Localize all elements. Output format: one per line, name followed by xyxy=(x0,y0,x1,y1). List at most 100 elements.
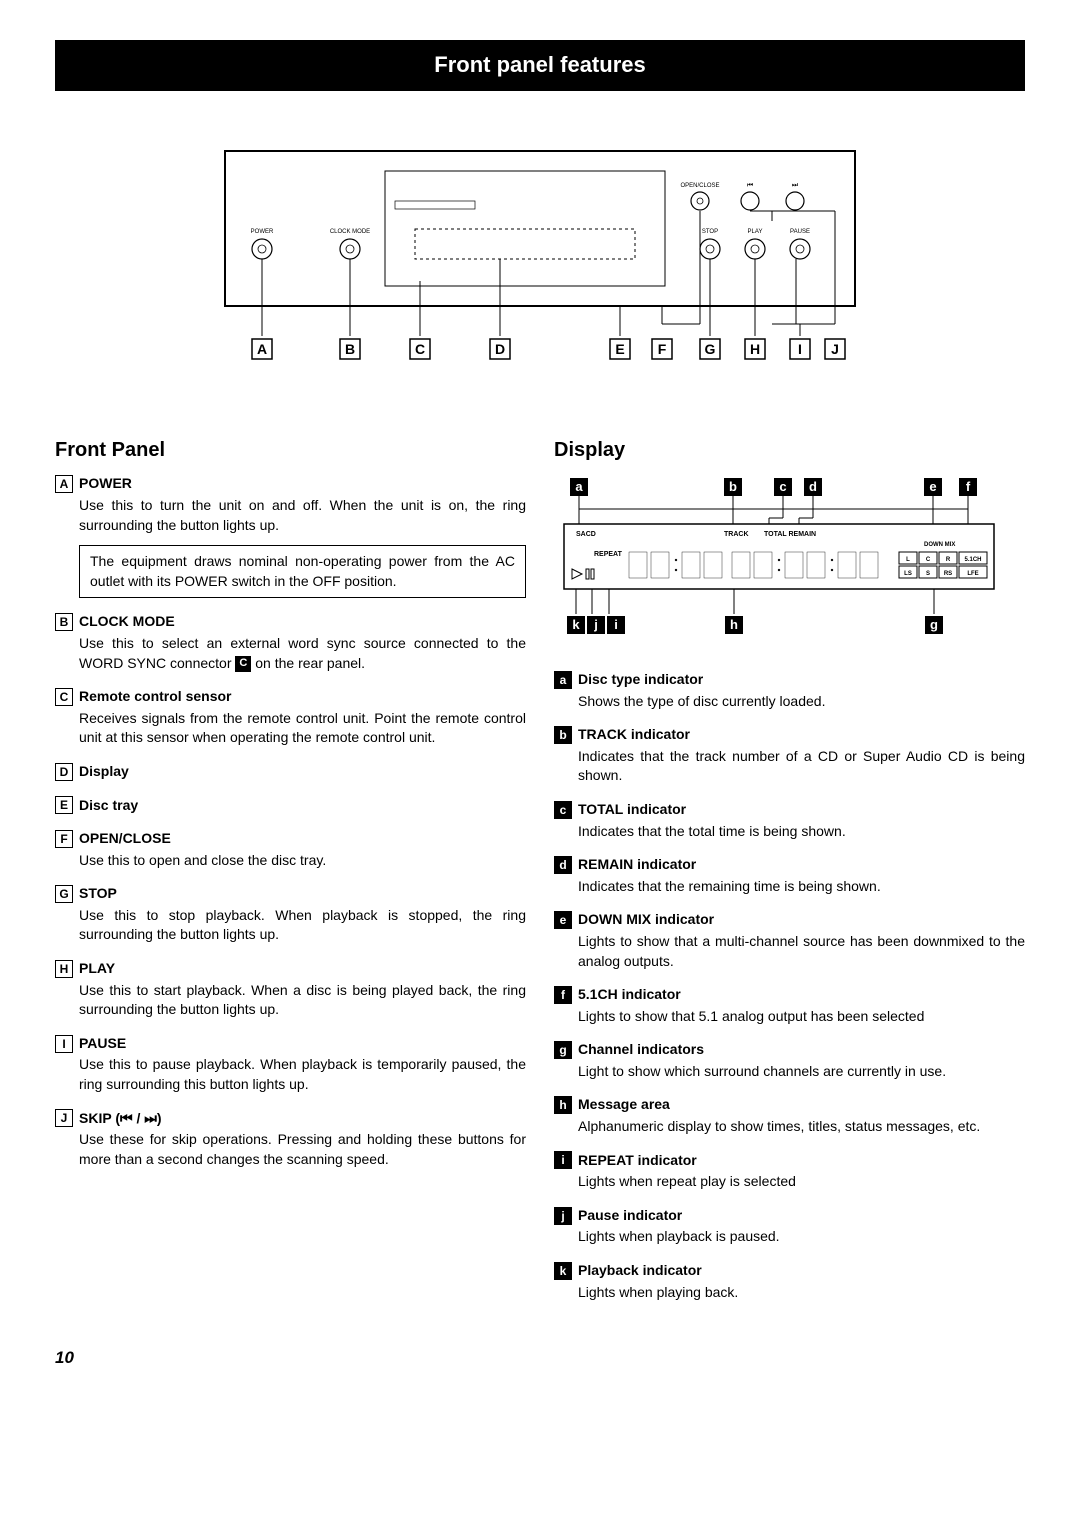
dmarker-a: a xyxy=(554,671,572,689)
svg-text:E: E xyxy=(615,341,624,357)
marker-g: G xyxy=(55,885,73,903)
front-panel-diagram: POWER CLOCK MODE OPEN/CLOSE ⏮ ⏭ STOP PLA… xyxy=(55,141,1025,397)
display-diagram: a b c d e f SACD TRACK xyxy=(554,474,1025,650)
svg-text:STOP: STOP xyxy=(702,229,718,235)
svg-text:RS: RS xyxy=(944,571,952,577)
ddesc-f: Lights to show that 5.1 analog output ha… xyxy=(554,1007,1025,1027)
title-skip: SKIP (⏮ / ⏭) xyxy=(79,1109,162,1129)
dtitle-g: Channel indicators xyxy=(578,1040,704,1060)
marker-e: E xyxy=(55,796,73,814)
ddesc-b: Indicates that the track number of a CD … xyxy=(554,747,1025,786)
marker-h: H xyxy=(55,960,73,978)
disp-item-e: eDOWN MIX indicator Lights to show that … xyxy=(554,910,1025,971)
svg-text:⏮: ⏮ xyxy=(747,182,753,189)
ddesc-g: Light to show which surround channels ar… xyxy=(554,1062,1025,1082)
page-title: Front panel features xyxy=(434,52,645,77)
dtitle-e: DOWN MIX indicator xyxy=(578,910,714,930)
svg-text:j: j xyxy=(593,617,598,632)
dmarker-k: k xyxy=(554,1262,572,1280)
dmarker-b: b xyxy=(554,726,572,744)
page-number: 10 xyxy=(55,1346,1025,1370)
dtitle-b: TRACK indicator xyxy=(578,725,690,745)
svg-text:c: c xyxy=(779,479,786,494)
svg-text:e: e xyxy=(929,479,936,494)
svg-text:f: f xyxy=(966,479,971,494)
svg-text:G: G xyxy=(705,341,716,357)
title-play: PLAY xyxy=(79,959,115,979)
marker-c: C xyxy=(55,688,73,706)
svg-text:g: g xyxy=(930,617,938,632)
title-tray: Disc tray xyxy=(79,796,138,816)
dtitle-h: Message area xyxy=(578,1095,670,1115)
dtitle-i: REPEAT indicator xyxy=(578,1151,697,1171)
title-open: OPEN/CLOSE xyxy=(79,829,171,849)
disp-item-f: f5.1CH indicator Lights to show that 5.1… xyxy=(554,985,1025,1026)
disp-item-j: jPause indicator Lights when playback is… xyxy=(554,1206,1025,1247)
disp-item-b: b TRACK indicator Indicates that the trac… xyxy=(554,725,1025,786)
display-section: Display a b c d e f xyxy=(554,436,1025,1316)
dmarker-i: i xyxy=(554,1151,572,1169)
dtitle-a: Disc type indicator xyxy=(578,670,703,690)
desc-power: Use this to turn the unit on and off. Wh… xyxy=(55,496,526,535)
item-play: H PLAY Use this to start playback. When a… xyxy=(55,959,526,1020)
svg-text:d: d xyxy=(809,479,817,494)
front-panel-section: Front Panel APOWER Use this to turn the … xyxy=(55,436,526,1316)
item-remote: CRemote control sensor Receives signals … xyxy=(55,687,526,748)
svg-text:b: b xyxy=(729,479,737,494)
svg-text:I: I xyxy=(798,341,802,357)
ddesc-j: Lights when playback is paused. xyxy=(554,1227,1025,1247)
content-columns: Front Panel APOWER Use this to turn the … xyxy=(55,436,1025,1316)
svg-text:J: J xyxy=(831,341,839,357)
svg-text:a: a xyxy=(575,479,583,494)
note-power: The equipment draws nominal non-operatin… xyxy=(79,545,526,598)
display-heading: Display xyxy=(554,436,1025,464)
ddesc-c: Indicates that the total time is being s… xyxy=(554,822,1025,842)
disp-item-h: hMessage area Alphanumeric display to sh… xyxy=(554,1095,1025,1136)
svg-text:R: R xyxy=(946,557,951,563)
svg-text:CLOCK MODE: CLOCK MODE xyxy=(330,229,370,235)
svg-text:SACD: SACD xyxy=(576,531,596,538)
item-tray: E Disc tray xyxy=(55,796,526,816)
title-remote: Remote control sensor xyxy=(79,687,231,707)
ddesc-i: Lights when repeat play is selected xyxy=(554,1172,1025,1192)
title-power: POWER xyxy=(79,474,132,494)
desc-open: Use this to open and close the disc tray… xyxy=(55,851,526,871)
dtitle-d: REMAIN indicator xyxy=(578,855,696,875)
dmarker-f: f xyxy=(554,986,572,1004)
title-pause: PAUSE xyxy=(79,1034,126,1054)
desc-play: Use this to start playback. When a disc … xyxy=(55,981,526,1020)
svg-text:F: F xyxy=(658,341,667,357)
title-stop: STOP xyxy=(79,884,117,904)
dmarker-c: c xyxy=(554,801,572,819)
item-clock: BCLOCK MODE Use this to select an extern… xyxy=(55,612,526,673)
svg-text:⏭: ⏭ xyxy=(792,182,799,189)
desc-stop: Use this to stop playback. When playback… xyxy=(55,906,526,945)
dmarker-e: e xyxy=(554,911,572,929)
svg-text:REPEAT: REPEAT xyxy=(594,551,623,558)
svg-text:POWER: POWER xyxy=(251,229,274,235)
marker-i: I xyxy=(55,1035,73,1053)
ddesc-d: Indicates that the remaining time is bei… xyxy=(554,877,1025,897)
desc-pause: Use this to pause playback. When playbac… xyxy=(55,1055,526,1094)
svg-text:TRACK: TRACK xyxy=(724,531,749,538)
svg-text:h: h xyxy=(730,617,738,632)
marker-f: F xyxy=(55,830,73,848)
svg-text:C: C xyxy=(926,557,931,563)
ddesc-a: Shows the type of disc currently loaded. xyxy=(554,692,1025,712)
svg-text:L: L xyxy=(906,557,910,563)
svg-text:OPEN/CLOSE: OPEN/CLOSE xyxy=(680,183,719,189)
svg-text:H: H xyxy=(750,341,760,357)
svg-text:5.1CH: 5.1CH xyxy=(964,557,981,563)
disp-item-d: dREMAIN indicator Indicates that the rem… xyxy=(554,855,1025,896)
svg-text:C: C xyxy=(415,341,425,357)
dmarker-g: g xyxy=(554,1041,572,1059)
disp-item-c: cTOTAL indicator Indicates that the tota… xyxy=(554,800,1025,841)
svg-text:S: S xyxy=(926,571,930,577)
front-panel-heading: Front Panel xyxy=(55,436,526,464)
inline-marker-c: C xyxy=(235,656,251,672)
disp-item-i: i REPEAT indicator Lights when repeat pla… xyxy=(554,1151,1025,1192)
dtitle-k: Playback indicator xyxy=(578,1261,702,1281)
desc-skip: Use these for skip operations. Pressing … xyxy=(55,1130,526,1169)
svg-text:TOTAL REMAIN: TOTAL REMAIN xyxy=(764,531,816,538)
svg-text:DOWN MIX: DOWN MIX xyxy=(924,542,955,548)
